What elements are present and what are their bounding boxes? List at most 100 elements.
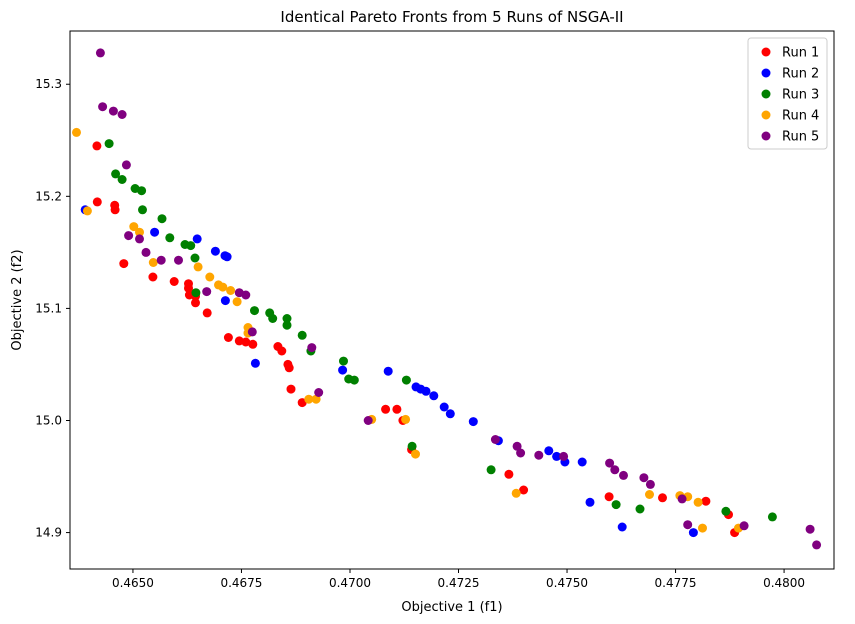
point-run-3-6	[138, 205, 147, 215]
point-run-4-10	[226, 286, 236, 295]
point-run-1-14	[223, 333, 233, 342]
point-run-1-24	[381, 404, 391, 414]
point-run-3-28	[721, 506, 731, 516]
point-run-1-30	[604, 492, 614, 502]
point-run-5-28	[677, 494, 687, 504]
point-run-3-15	[268, 314, 278, 323]
point-run-3-27	[635, 504, 645, 514]
point-run-2-16	[445, 409, 455, 419]
point-run-5-30	[739, 521, 749, 531]
point-run-2-2	[150, 227, 160, 237]
series-run-4	[72, 127, 743, 533]
point-run-5-7	[135, 234, 144, 244]
point-run-5-6	[124, 231, 134, 241]
point-run-5-27	[645, 479, 655, 489]
point-run-1-6	[148, 272, 158, 282]
point-run-5-22	[559, 451, 569, 461]
point-run-2-8	[250, 358, 260, 368]
point-run-1-25	[392, 404, 402, 414]
legend-label-run-2: Run 2	[782, 67, 819, 82]
legend-box	[747, 37, 828, 150]
point-run-4-6	[193, 262, 203, 272]
point-run-5-2	[98, 102, 108, 112]
point-run-1-16	[241, 337, 251, 347]
point-run-4-19	[511, 488, 521, 498]
point-run-4-20	[645, 490, 654, 499]
x-tick-label-3: 0.4700	[329, 576, 371, 590]
y-tick-label-3: 15.1	[35, 301, 62, 315]
point-run-2-13	[421, 386, 431, 396]
point-run-3-2	[111, 169, 121, 179]
point-run-5-26	[639, 473, 649, 483]
point-run-5-16	[314, 388, 324, 397]
point-run-4-17	[401, 414, 411, 424]
point-run-3-29	[767, 512, 777, 522]
x-tick-label-1: 0.4650	[112, 576, 154, 590]
point-run-3-8	[165, 233, 175, 243]
point-run-5-21	[534, 450, 544, 460]
legend-label-run-4: Run 4	[782, 109, 819, 124]
point-run-1-21	[284, 363, 294, 373]
point-run-3-25	[486, 465, 496, 475]
point-run-1-28	[504, 469, 514, 479]
point-run-2-19	[544, 446, 554, 456]
point-run-4-9	[218, 282, 228, 292]
point-run-1-19	[277, 346, 287, 356]
point-run-5-10	[174, 255, 183, 265]
y-tick-label-1: 14.9	[35, 526, 62, 540]
point-run-5-24	[610, 465, 620, 475]
point-run-5-3	[108, 106, 118, 116]
point-run-3-5	[137, 186, 147, 196]
legend-marker-run-1	[761, 47, 771, 57]
legend-label-run-5: Run 5	[782, 130, 819, 145]
point-run-1-1	[92, 141, 102, 151]
point-run-5-15	[307, 343, 317, 353]
series-run-3	[104, 139, 777, 522]
point-run-4-7	[205, 272, 215, 282]
point-run-3-10	[186, 241, 196, 251]
point-run-2-4	[210, 246, 220, 256]
point-run-2-25	[688, 528, 698, 538]
point-run-5-11	[202, 287, 212, 297]
point-run-4-23	[693, 497, 703, 507]
point-run-3-18	[297, 330, 307, 340]
point-run-4-14	[304, 394, 314, 404]
point-run-2-23	[585, 497, 595, 507]
point-run-5-4	[117, 110, 127, 119]
legend-marker-run-3	[761, 89, 771, 99]
point-run-5-20	[516, 448, 526, 458]
y-tick-label-4: 15.2	[35, 189, 62, 203]
x-tick-label-7: 0.4800	[763, 576, 805, 590]
point-run-5-14	[247, 327, 257, 337]
point-run-5-23	[605, 458, 615, 468]
point-run-3-7	[157, 214, 167, 224]
point-run-5-9	[156, 255, 166, 265]
x-tick-label-2: 0.4675	[220, 576, 262, 590]
point-run-2-3	[192, 234, 202, 244]
series-run-5	[95, 48, 822, 550]
point-run-2-15	[439, 402, 449, 412]
point-run-4-4	[135, 227, 144, 237]
point-run-2-22	[577, 457, 587, 467]
point-run-1-7	[169, 277, 179, 286]
point-run-1-4	[110, 205, 120, 215]
y-axis-label: Objective 2 (f2)	[10, 249, 25, 350]
y-axis: 14.9 15.0 15.1 15.2 15.3	[35, 77, 70, 540]
legend-label-run-1: Run 1	[782, 46, 819, 61]
point-run-5-1	[95, 48, 105, 58]
point-run-3-3	[117, 175, 127, 184]
point-run-1-9	[184, 283, 193, 293]
point-run-3-22	[349, 375, 359, 385]
point-run-1-31	[658, 493, 667, 503]
point-run-4-1	[72, 127, 81, 137]
point-run-3-23	[401, 375, 411, 385]
point-run-1-12	[191, 298, 200, 308]
chart-title: Identical Pareto Fronts from 5 Runs of N…	[280, 8, 623, 26]
x-axis-label: Objective 1 (f1)	[401, 600, 502, 615]
point-run-1-5	[119, 259, 129, 269]
point-run-1-2	[92, 197, 102, 207]
points-layer	[72, 48, 822, 550]
legend-marker-run-2	[761, 68, 771, 78]
point-run-1-13	[202, 308, 212, 318]
